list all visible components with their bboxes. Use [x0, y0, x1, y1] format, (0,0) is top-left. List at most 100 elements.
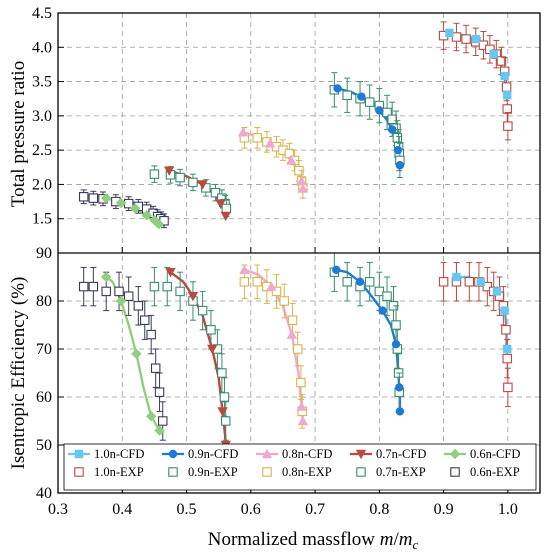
- x-tick-label: 0.6: [241, 501, 261, 518]
- data-point-1.0n-EXP: [464, 277, 475, 287]
- x-tick-label: 1.0: [498, 501, 518, 518]
- y-tick-label: 4.0: [32, 39, 52, 56]
- legend-marker-1.0n-CFD: [74, 449, 84, 459]
- data-point-0.6n-EXP: [150, 363, 161, 373]
- data-point-0.6n-EXP: [88, 281, 99, 292]
- legend-marker-0.7n-CFD: [355, 449, 367, 460]
- y-tick-label: 70: [36, 341, 52, 358]
- data-point-1.0n-CFD: [471, 34, 480, 44]
- data-point-0.8n-EXP: [292, 344, 303, 354]
- data-point-0.8n-CFD: [297, 415, 309, 426]
- data-point-0.6n-EXP: [154, 387, 165, 397]
- data-point-0.9n-EXP: [364, 277, 375, 287]
- y-tick-label: 40: [36, 485, 52, 502]
- series-line-0.8n-CFD: [244, 268, 305, 422]
- x-axis-label-denom: m: [399, 529, 413, 550]
- data-point-0.9n-CFD: [375, 106, 384, 115]
- legend-label-0.9n-CFD: 0.9n-CFD: [188, 447, 238, 461]
- data-point-0.7n-EXP: [206, 325, 216, 335]
- data-point-0.7n-CFD: [165, 268, 176, 278]
- data-point-0.6n-EXP: [78, 281, 89, 292]
- legend-marker-0.6n-CFD: [449, 448, 461, 460]
- series-line-0.6n-CFD: [105, 276, 161, 432]
- legend-marker-0.9n-EXP: [168, 467, 178, 477]
- data-point-0.8n-CFD: [286, 329, 298, 339]
- x-tick-label: 0.7: [305, 501, 325, 518]
- data-point-0.8n-CFD: [296, 175, 307, 186]
- x-axis-label: Normalized massflow m/mc: [208, 529, 419, 552]
- data-point-0.6n-CFD: [115, 197, 127, 209]
- data-point-0.6n-CFD: [129, 203, 141, 214]
- data-point-0.9n-CFD: [357, 92, 366, 101]
- data-point-0.8n-EXP: [239, 277, 250, 287]
- data-point-0.7n-EXP: [188, 177, 198, 188]
- data-point-0.6n-EXP: [78, 192, 89, 202]
- data-point-0.9n-CFD: [395, 383, 404, 392]
- data-point-1.0n-CFD: [503, 91, 512, 100]
- x-tick-label: 0.5: [177, 501, 197, 518]
- data-point-1.0n-CFD: [503, 344, 512, 354]
- data-point-0.8n-CFD: [264, 138, 276, 148]
- data-point-1.0n-EXP: [496, 56, 507, 66]
- y-tick-label: 2.5: [32, 142, 52, 159]
- data-point-0.9n-CFD: [391, 340, 401, 349]
- data-point-0.8n-EXP: [271, 286, 282, 297]
- data-point-1.0n-CFD: [445, 28, 454, 38]
- y-tick-label: 90: [36, 245, 52, 262]
- data-point-0.9n-EXP: [382, 291, 392, 301]
- data-point-0.7n-EXP: [149, 169, 160, 179]
- legend-marker-0.9n-CFD: [168, 449, 178, 459]
- data-point-0.7n-CFD: [220, 211, 231, 222]
- data-point-0.8n-EXP: [287, 315, 298, 325]
- data-point-0.8n-CFD: [266, 281, 277, 291]
- data-point-0.9n-CFD: [395, 161, 405, 170]
- data-point-0.9n-CFD: [332, 265, 341, 274]
- x-tick-label: 0.8: [369, 501, 389, 518]
- legend-label-0.6n-EXP: 0.6n-EXP: [470, 465, 520, 479]
- data-point-0.6n-EXP: [140, 315, 150, 325]
- x-axis-label-var: m: [380, 529, 394, 550]
- data-point-0.9n-EXP: [392, 133, 403, 143]
- data-point-1.0n-EXP: [501, 325, 511, 335]
- data-point-0.8n-EXP: [284, 148, 295, 159]
- legend-marker-0.8n-EXP: [262, 467, 272, 477]
- data-point-0.6n-EXP: [114, 286, 124, 297]
- y-tick-label: 2.0: [32, 176, 52, 193]
- x-tick-label: 0.3: [48, 501, 68, 518]
- y-tick-label: 3.5: [32, 74, 52, 91]
- data-point-0.7n-CFD: [187, 292, 199, 302]
- data-point-0.8n-CFD: [237, 127, 249, 137]
- legend-marker-0.8n-CFD: [261, 448, 273, 459]
- data-point-0.9n-EXP: [364, 97, 375, 107]
- data-point-0.7n-EXP: [220, 416, 231, 426]
- legend-marker-1.0n-EXP: [74, 467, 84, 477]
- x-tick-label: 0.9: [434, 501, 454, 518]
- data-point-0.7n-EXP: [217, 368, 227, 378]
- data-point-0.7n-EXP: [210, 187, 221, 198]
- x-axis-label-main: Normalized massflow: [208, 529, 380, 550]
- x-axis-label-subscript: c: [412, 537, 418, 552]
- data-point-0.7n-CFD: [217, 407, 228, 417]
- data-point-0.9n-EXP: [387, 114, 397, 125]
- legend-marker-0.6n-EXP: [450, 467, 460, 477]
- y-axis-label-efficiency: Isentropic Efficiency (%): [8, 277, 29, 470]
- data-point-1.0n-EXP: [502, 104, 512, 114]
- data-point-1.0n-CFD: [452, 272, 461, 282]
- data-point-0.6n-CFD: [153, 219, 165, 230]
- data-point-0.6n-CFD: [131, 348, 142, 359]
- data-point-0.8n-CFD: [286, 155, 297, 165]
- data-point-0.9n-EXP: [342, 90, 352, 101]
- data-point-0.7n-EXP: [175, 172, 185, 183]
- data-point-0.6n-CFD: [141, 210, 152, 221]
- series-layer: [78, 21, 513, 451]
- data-point-0.6n-EXP: [123, 291, 134, 301]
- data-point-0.7n-EXP: [175, 286, 185, 297]
- legend-layer: 1.0n-CFD 0.9n-CFD 0.8n-CFD 0.7n-CFD 0.6n-CFD…: [63, 443, 537, 491]
- grid-layer: [58, 13, 540, 494]
- data-point-0.6n-CFD: [115, 295, 127, 307]
- data-point-0.9n-EXP: [342, 277, 352, 287]
- legend-marker-0.7n-EXP: [356, 467, 366, 477]
- data-point-0.6n-EXP: [133, 301, 144, 311]
- legend-label-0.6n-CFD: 0.6n-CFD: [470, 447, 520, 461]
